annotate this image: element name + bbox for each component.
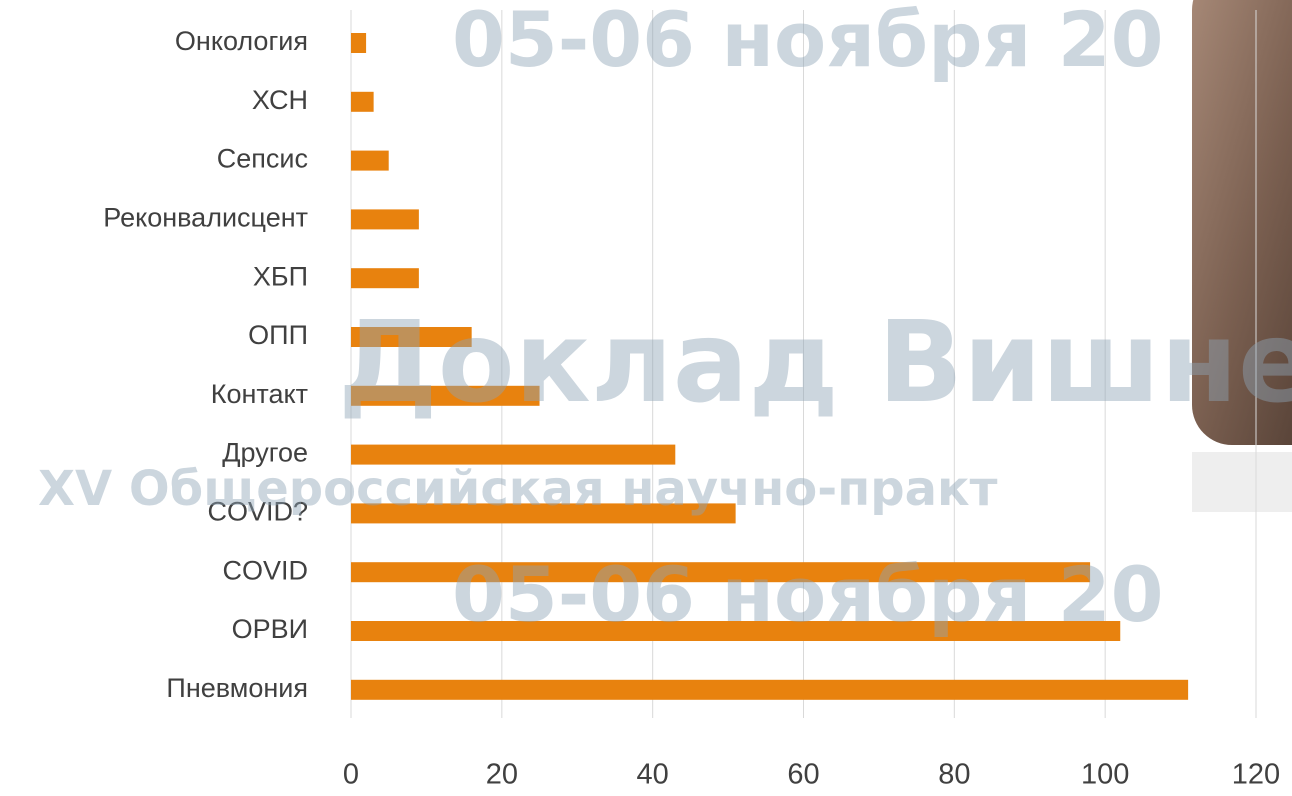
- y-tick-label: ОПП: [248, 320, 308, 350]
- y-tick-label: Онкология: [175, 26, 308, 56]
- watermark: Доклад Вишне: [338, 298, 1292, 428]
- x-tick-label: 120: [1232, 759, 1280, 791]
- bar: [351, 33, 366, 53]
- y-tick-label: ОРВИ: [232, 614, 308, 644]
- y-tick-label: Пневмония: [166, 673, 308, 703]
- bar: [351, 268, 419, 288]
- watermark: XV Общероссийская научно-практ: [38, 461, 998, 517]
- y-tick-label: Контакт: [211, 379, 308, 409]
- x-tick-label: 20: [486, 759, 518, 791]
- y-tick-label: COVID: [222, 555, 308, 585]
- y-tick-label: Сепсис: [217, 144, 308, 174]
- x-tick-label: 0: [343, 759, 359, 791]
- bar: [351, 151, 389, 171]
- watermark: 05-06 ноября 20: [452, 550, 1164, 639]
- x-tick-label: 80: [938, 759, 970, 791]
- x-tick-label: 100: [1081, 759, 1129, 791]
- chart: 0 20 40 60 80 100 120 Онкология ХСН Сепсис Реконв…: [0, 0, 1292, 796]
- y-tick-label: ХБП: [253, 261, 308, 291]
- y-tick-label: ХСН: [252, 85, 308, 115]
- photo-reflection: [1192, 452, 1292, 512]
- bar: [351, 92, 374, 112]
- x-tick-label: 40: [637, 759, 669, 791]
- page: 0 20 40 60 80 100 120 Онкология ХСН Сепсис Реконв…: [0, 0, 1292, 796]
- x-tick-label: 60: [787, 759, 819, 791]
- watermark: 05-06 ноября 20: [452, 0, 1164, 84]
- bar: [351, 680, 1188, 700]
- y-tick-label: Реконвалисцент: [103, 203, 308, 233]
- bar: [351, 209, 419, 229]
